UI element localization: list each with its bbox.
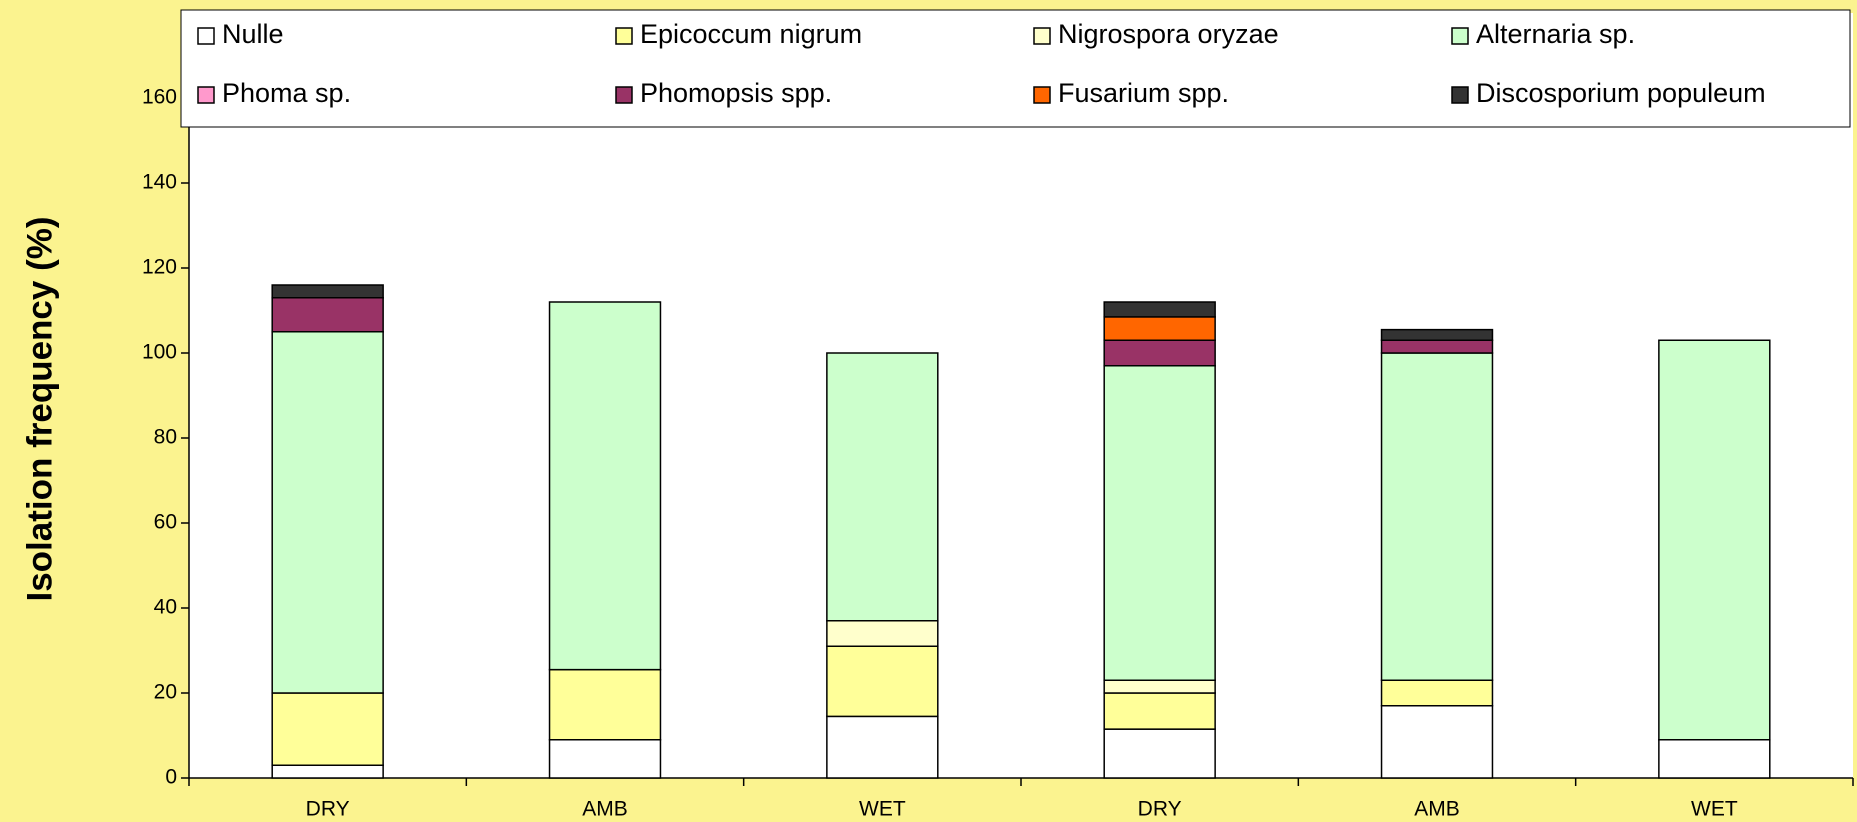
bar-segment xyxy=(826,715,939,779)
plot-area xyxy=(189,13,1853,778)
x-tick-label: AMB xyxy=(582,798,628,821)
legend-label: Fusarium spp. xyxy=(1058,78,1229,108)
legend-box xyxy=(180,9,1851,128)
bar-segment xyxy=(548,301,662,671)
bar-segment xyxy=(826,352,939,622)
legend-label: Nulle xyxy=(222,19,284,49)
bar-segment xyxy=(548,668,662,741)
y-tick-label: 80 xyxy=(154,426,177,449)
bar-segment xyxy=(1103,365,1216,681)
bar-segment xyxy=(826,645,939,718)
bar-segment xyxy=(1380,352,1494,681)
bar-segment xyxy=(271,297,384,333)
legend-swatch xyxy=(615,86,633,104)
bar-segment xyxy=(1380,705,1494,779)
legend-label: Phoma sp. xyxy=(222,78,351,108)
legend-label: Nigrospora oryzae xyxy=(1058,19,1279,49)
bar-segment xyxy=(1103,679,1216,694)
y-tick-label: 60 xyxy=(154,511,177,534)
bar-segment xyxy=(1380,679,1494,707)
bar-segment xyxy=(1658,339,1771,741)
bar-segment xyxy=(1103,728,1216,779)
legend-label: Discosporium populeum xyxy=(1476,78,1766,108)
legend-swatch xyxy=(197,86,215,104)
legend-label: Alternaria sp. xyxy=(1476,19,1635,49)
bar-segment xyxy=(1103,339,1216,367)
legend-swatch xyxy=(1451,86,1469,104)
x-tick-label: AMB xyxy=(1414,798,1460,821)
bar-segment xyxy=(1658,739,1771,779)
bar-segment xyxy=(271,764,384,779)
bar-segment xyxy=(548,739,662,779)
y-tick-label: 140 xyxy=(142,171,177,194)
legend-swatch xyxy=(1033,27,1051,45)
y-tick-label: 40 xyxy=(154,596,177,619)
bar-segment xyxy=(826,620,939,647)
bar-segment xyxy=(1103,301,1216,318)
bar-segment xyxy=(1103,316,1216,341)
y-tick-label: 20 xyxy=(154,681,177,704)
bar-segment xyxy=(271,284,384,299)
legend-label: Epicoccum nigrum xyxy=(640,19,862,49)
bar-segment xyxy=(1103,692,1216,730)
bar-segment xyxy=(1380,339,1494,354)
y-tick-label: 0 xyxy=(165,766,177,789)
y-tick-label: 100 xyxy=(142,341,177,364)
x-tick-label: DRY xyxy=(1138,798,1182,821)
y-axis-label: Isolation frequency (%) xyxy=(20,216,59,601)
bar-segment xyxy=(1380,328,1494,341)
legend-swatch xyxy=(1033,86,1051,104)
x-tick-label: DRY xyxy=(306,798,350,821)
x-tick-label: WET xyxy=(859,798,906,821)
bar-segment xyxy=(271,331,384,694)
x-tick-label: WET xyxy=(1691,798,1738,821)
y-tick-label: 160 xyxy=(142,86,177,109)
legend-swatch xyxy=(1451,27,1469,45)
legend-label: Phomopsis spp. xyxy=(640,78,832,108)
legend-swatch xyxy=(197,27,215,45)
y-tick-label: 120 xyxy=(142,256,177,279)
bar-segment xyxy=(271,692,384,766)
legend-swatch xyxy=(615,27,633,45)
